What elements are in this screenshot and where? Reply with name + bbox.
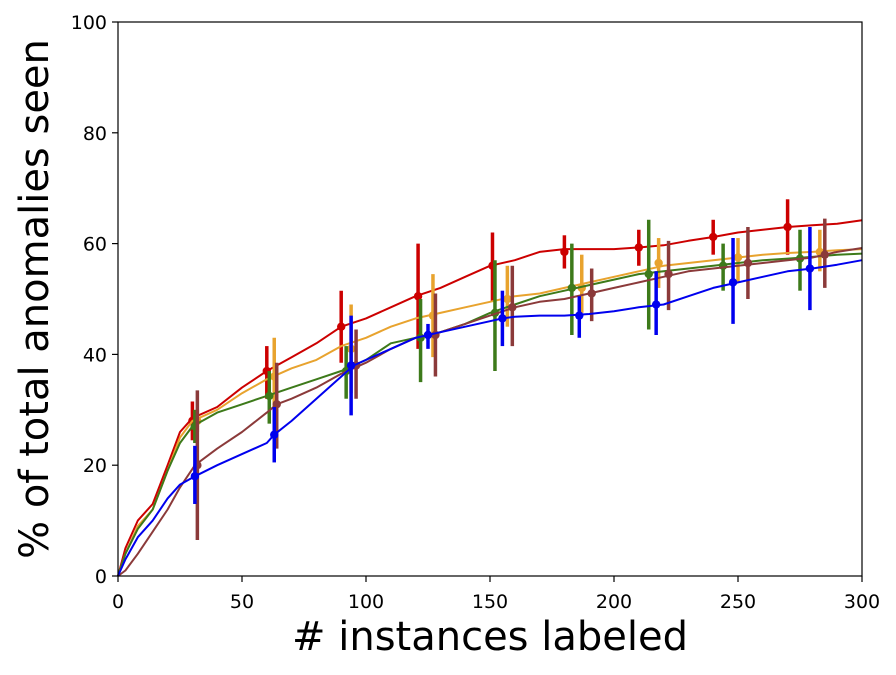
axis-ticks: 0 50 100 150 200 250 300 0 20 40 60 80 100 xyxy=(71,12,880,613)
data-point-brown xyxy=(664,269,673,279)
x-tick-label: 250 xyxy=(720,591,756,613)
x-tick-label: 100 xyxy=(348,591,384,613)
data-point-red xyxy=(634,243,643,252)
plot-frame xyxy=(117,21,863,577)
data-point-red xyxy=(337,322,346,331)
y-tick-label: 60 xyxy=(83,234,107,256)
series-red xyxy=(117,199,863,577)
data-point-brown xyxy=(508,303,517,312)
data-point-orange xyxy=(503,294,512,304)
data-point-blue xyxy=(728,278,738,287)
data-point-red xyxy=(709,232,718,242)
data-point-green xyxy=(265,391,274,401)
x-tick-label: 300 xyxy=(844,591,880,613)
data-point-green xyxy=(644,269,653,279)
data-point-brown xyxy=(743,258,753,268)
data-point-brown xyxy=(587,289,596,298)
data-point-blue xyxy=(575,311,584,320)
y-tick-label: 100 xyxy=(71,12,107,34)
series-orange xyxy=(117,229,863,577)
x-tick-label: 200 xyxy=(596,591,632,613)
data-point-blue xyxy=(805,264,815,273)
x-tick-label: 150 xyxy=(472,591,508,613)
data-point-green xyxy=(567,283,577,293)
series-blue xyxy=(117,226,863,577)
data-point-blue xyxy=(423,330,433,340)
data-point-blue xyxy=(346,361,356,370)
series-line-blue xyxy=(117,259,863,577)
data-point-orange xyxy=(733,253,743,262)
y-axis-title: % of total anomalies seen xyxy=(12,39,58,559)
data-point-red xyxy=(783,222,792,232)
data-point-blue xyxy=(270,430,279,439)
y-tick-label: 40 xyxy=(83,344,107,366)
data-point-red xyxy=(413,292,423,301)
series-line-orange xyxy=(117,248,863,577)
data-point-blue xyxy=(498,314,507,323)
y-tick-label: 20 xyxy=(83,455,107,477)
data-point-blue xyxy=(190,472,200,481)
series-line-red xyxy=(117,219,863,577)
y-tick-label: 0 xyxy=(95,566,107,588)
x-tick-label: 0 xyxy=(112,591,124,613)
series-line-brown xyxy=(117,247,863,577)
x-tick-label: 50 xyxy=(230,591,254,613)
data-point-blue xyxy=(651,300,661,309)
plot-marks xyxy=(117,199,863,577)
data-point-orange xyxy=(654,258,663,268)
y-tick-label: 80 xyxy=(83,123,107,145)
data-point-brown xyxy=(820,250,829,259)
data-point-brown xyxy=(272,400,281,409)
x-axis-title: # instances labeled xyxy=(292,614,688,660)
data-point-red xyxy=(560,247,569,257)
